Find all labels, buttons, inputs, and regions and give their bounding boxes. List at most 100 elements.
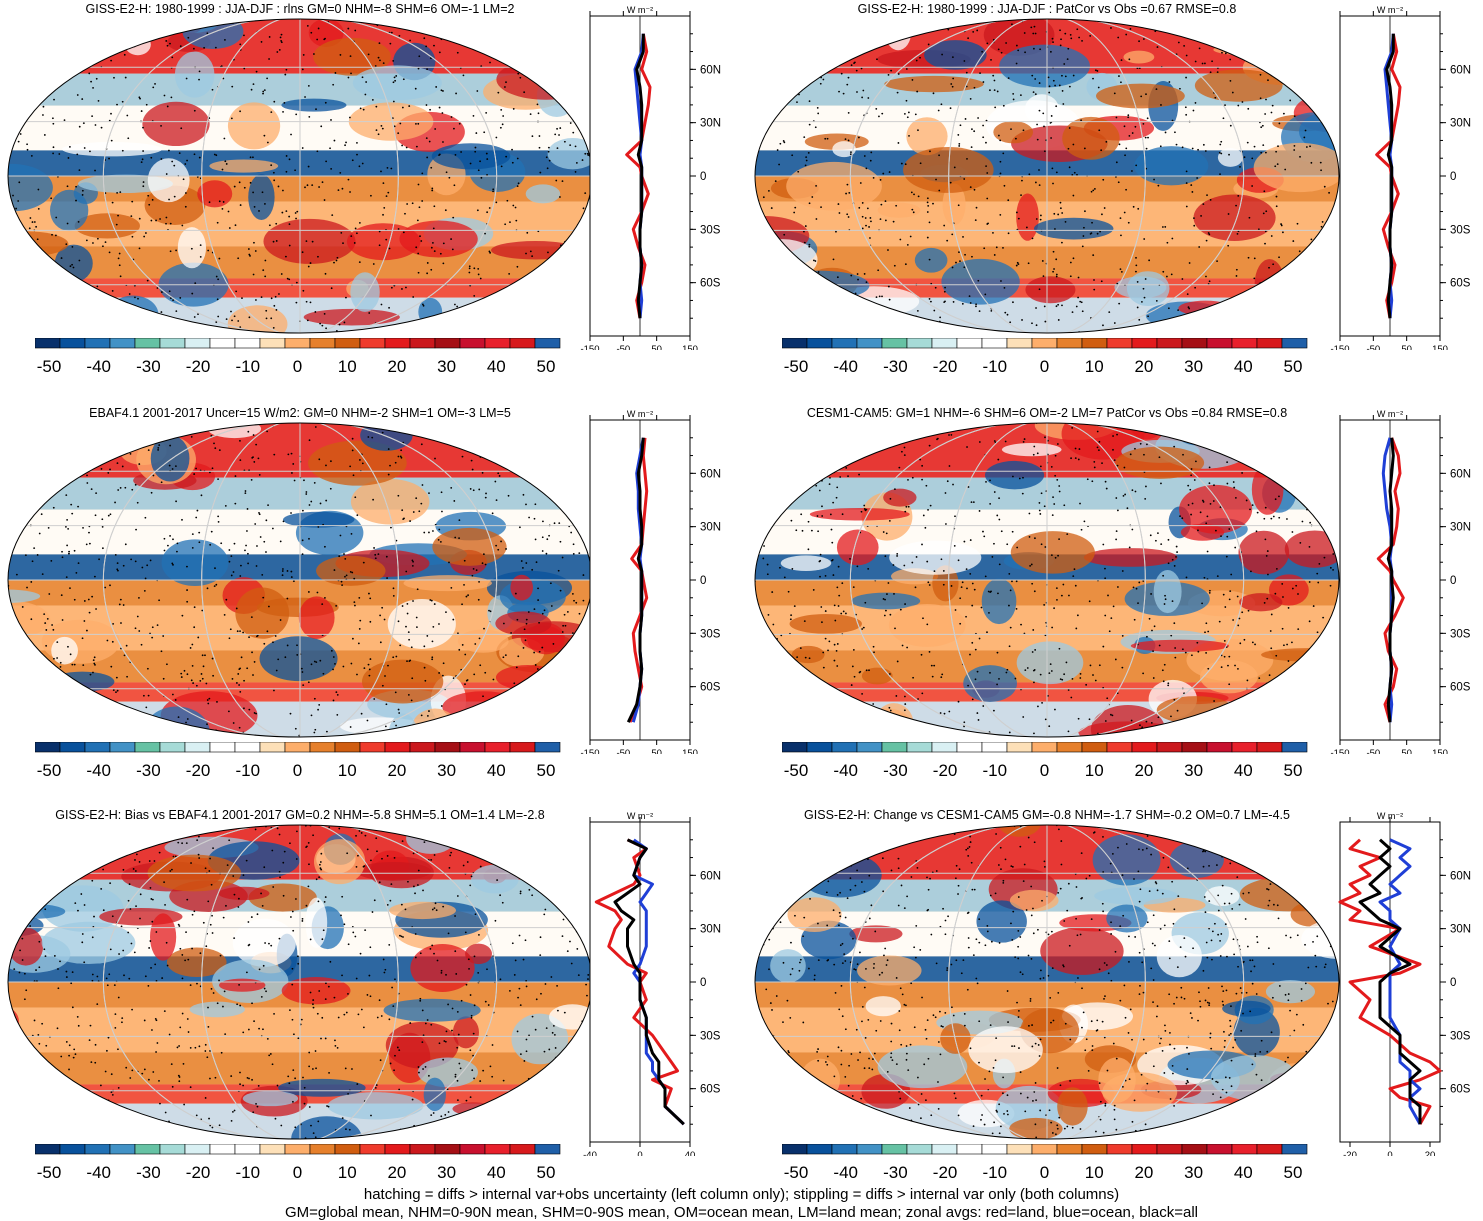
colorbar-tick-label: -10 bbox=[236, 761, 261, 780]
zonal-lat-label: 30N bbox=[700, 924, 721, 936]
zonal-x-tick-label: -50 bbox=[1366, 344, 1380, 350]
zonal-lat-label: 60N bbox=[1450, 870, 1471, 882]
zonal-lat-label: 0 bbox=[1450, 575, 1456, 587]
colorbar-swatch bbox=[1181, 338, 1208, 349]
colorbar-swatch bbox=[484, 338, 511, 349]
colorbar-tick-label: 10 bbox=[1085, 761, 1104, 780]
colorbar-swatch bbox=[1256, 742, 1283, 753]
colorbar-swatch bbox=[1006, 1144, 1033, 1155]
colorbar-tick-label: 10 bbox=[1085, 357, 1104, 376]
zonal-series-all bbox=[626, 437, 645, 723]
colorbar-swatch bbox=[234, 1144, 261, 1155]
colorbar-tick-label: -10 bbox=[236, 357, 261, 376]
colorbar-tick-label: 20 bbox=[1134, 761, 1153, 780]
panel-title: GISS-E2-H: 1980-1999 : JJA-DJF : PatCor … bbox=[857, 2, 1237, 16]
colorbar-swatch bbox=[906, 742, 933, 753]
colorbar-tick-label: -40 bbox=[833, 357, 858, 376]
zonal-x-tick-label: 20 bbox=[1425, 1150, 1436, 1156]
colorbar-tick-label: 0 bbox=[293, 1163, 302, 1182]
colorbar-swatch bbox=[981, 742, 1008, 753]
colorbar-swatch bbox=[806, 338, 833, 349]
colorbar-swatch bbox=[35, 338, 61, 349]
zonal-unit-label: W m⁻² bbox=[627, 409, 653, 419]
colorbar-tick-label: 10 bbox=[1085, 1163, 1104, 1182]
colorbar-swatch bbox=[109, 742, 136, 753]
colorbar-swatch bbox=[84, 742, 111, 753]
zonal-lat-label: 60S bbox=[700, 278, 721, 290]
colorbar-tick-label: -40 bbox=[833, 1163, 858, 1182]
colorbar-tick-label: -30 bbox=[883, 357, 908, 376]
colorbar-tick-label: -40 bbox=[86, 1163, 111, 1182]
colorbar-swatch bbox=[284, 338, 311, 349]
colorbar-swatch bbox=[459, 742, 486, 753]
colorbar-swatch bbox=[259, 742, 286, 753]
zonal-lat-label: 0 bbox=[700, 171, 706, 183]
colorbar-swatch bbox=[334, 338, 361, 349]
zonal-lat-label: 30N bbox=[1450, 924, 1471, 936]
panel-title: CESM1-CAM5: GM=1 NHM=-6 SHM=6 OM=-2 LM=7… bbox=[806, 406, 1288, 420]
colorbar-tick-label: 40 bbox=[487, 357, 506, 376]
colorbar-tick-label: -20 bbox=[933, 357, 958, 376]
colorbar-tick-label: 40 bbox=[487, 761, 506, 780]
colorbar-tick-label: 20 bbox=[387, 1163, 406, 1182]
colorbar-swatch bbox=[1281, 1144, 1308, 1155]
colorbar-tick-label: -20 bbox=[186, 761, 211, 780]
zonal-lat-label: 60N bbox=[700, 870, 721, 882]
colorbar-tick-label: 0 bbox=[293, 761, 302, 780]
colorbar-swatch bbox=[956, 338, 983, 349]
colorbar: -50 -40 -30 -20 -10 0 10 20 30 40 50 bbox=[782, 338, 1308, 376]
colorbar-swatch bbox=[856, 1144, 883, 1155]
colorbar-swatch bbox=[459, 338, 486, 349]
colorbar-swatch bbox=[1006, 742, 1033, 753]
colorbar-swatch bbox=[509, 742, 536, 753]
colorbar-tick-label: 0 bbox=[293, 357, 302, 376]
colorbar-tick-label: -50 bbox=[37, 761, 62, 780]
colorbar: -50 -40 -30 -20 -10 0 10 20 30 40 50 bbox=[782, 1144, 1308, 1182]
zonal-x-tick-label: -150 bbox=[1330, 748, 1349, 754]
colorbar-tick-label: 30 bbox=[1184, 1163, 1203, 1182]
colorbar-tick-label: 40 bbox=[1234, 1163, 1253, 1182]
colorbar-swatch bbox=[434, 338, 461, 349]
zonal-lat-label: 60S bbox=[700, 1084, 721, 1096]
colorbar-swatch bbox=[831, 338, 858, 349]
colorbar-tick-label: 50 bbox=[537, 357, 556, 376]
zonal-series-all bbox=[1385, 33, 1395, 319]
colorbar-swatch bbox=[384, 742, 411, 753]
colorbar-swatch bbox=[1281, 742, 1308, 753]
map-plot bbox=[7, 422, 593, 738]
colorbar-tick-label: 50 bbox=[1284, 357, 1303, 376]
colorbar-swatch bbox=[1056, 742, 1083, 753]
colorbar-swatch bbox=[334, 1144, 361, 1155]
colorbar-swatch bbox=[931, 1144, 958, 1155]
zonal-x-tick-label: 40 bbox=[685, 1150, 696, 1156]
zonal-unit-label: W m⁻² bbox=[1377, 5, 1403, 15]
zonal-plot: W m⁻² 60N 30N 0 30S 60S -40 0 40 bbox=[583, 811, 721, 1156]
colorbar-swatch bbox=[1006, 338, 1033, 349]
colorbar: -50 -40 -30 -20 -10 0 10 20 30 40 50 bbox=[35, 742, 561, 780]
zonal-unit-label: W m⁻² bbox=[1377, 811, 1403, 821]
colorbar-swatch bbox=[384, 1144, 411, 1155]
zonal-lat-label: 60S bbox=[700, 682, 721, 694]
zonal-lat-label: 0 bbox=[1450, 977, 1456, 989]
colorbar-swatch bbox=[1156, 338, 1183, 349]
panel-title: GISS-E2-H: Bias vs EBAF4.1 2001-2017 GM=… bbox=[55, 808, 545, 822]
colorbar-swatch bbox=[881, 338, 908, 349]
colorbar: -50 -40 -30 -20 -10 0 10 20 30 40 50 bbox=[35, 338, 561, 376]
colorbar-tick-label: 10 bbox=[338, 357, 357, 376]
colorbar-swatch bbox=[981, 1144, 1008, 1155]
colorbar-swatch bbox=[1156, 1144, 1183, 1155]
colorbar-swatch bbox=[209, 338, 236, 349]
colorbar-swatch bbox=[1231, 1144, 1258, 1155]
zonal-lat-label: 0 bbox=[1450, 171, 1456, 183]
zonal-series-all bbox=[613, 838, 685, 1126]
zonal-unit-label: W m⁻² bbox=[627, 5, 653, 15]
colorbar-tick-label: -10 bbox=[983, 357, 1008, 376]
colorbar-swatch bbox=[1081, 1144, 1108, 1155]
colorbar-swatch bbox=[534, 338, 561, 349]
colorbar-swatch bbox=[831, 742, 858, 753]
zonal-x-tick-label: -50 bbox=[616, 344, 630, 350]
colorbar-tick-label: 20 bbox=[387, 761, 406, 780]
zonal-x-tick-label: 50 bbox=[1401, 748, 1412, 754]
colorbar-tick-label: 50 bbox=[1284, 1163, 1303, 1182]
colorbar-swatch bbox=[334, 742, 361, 753]
